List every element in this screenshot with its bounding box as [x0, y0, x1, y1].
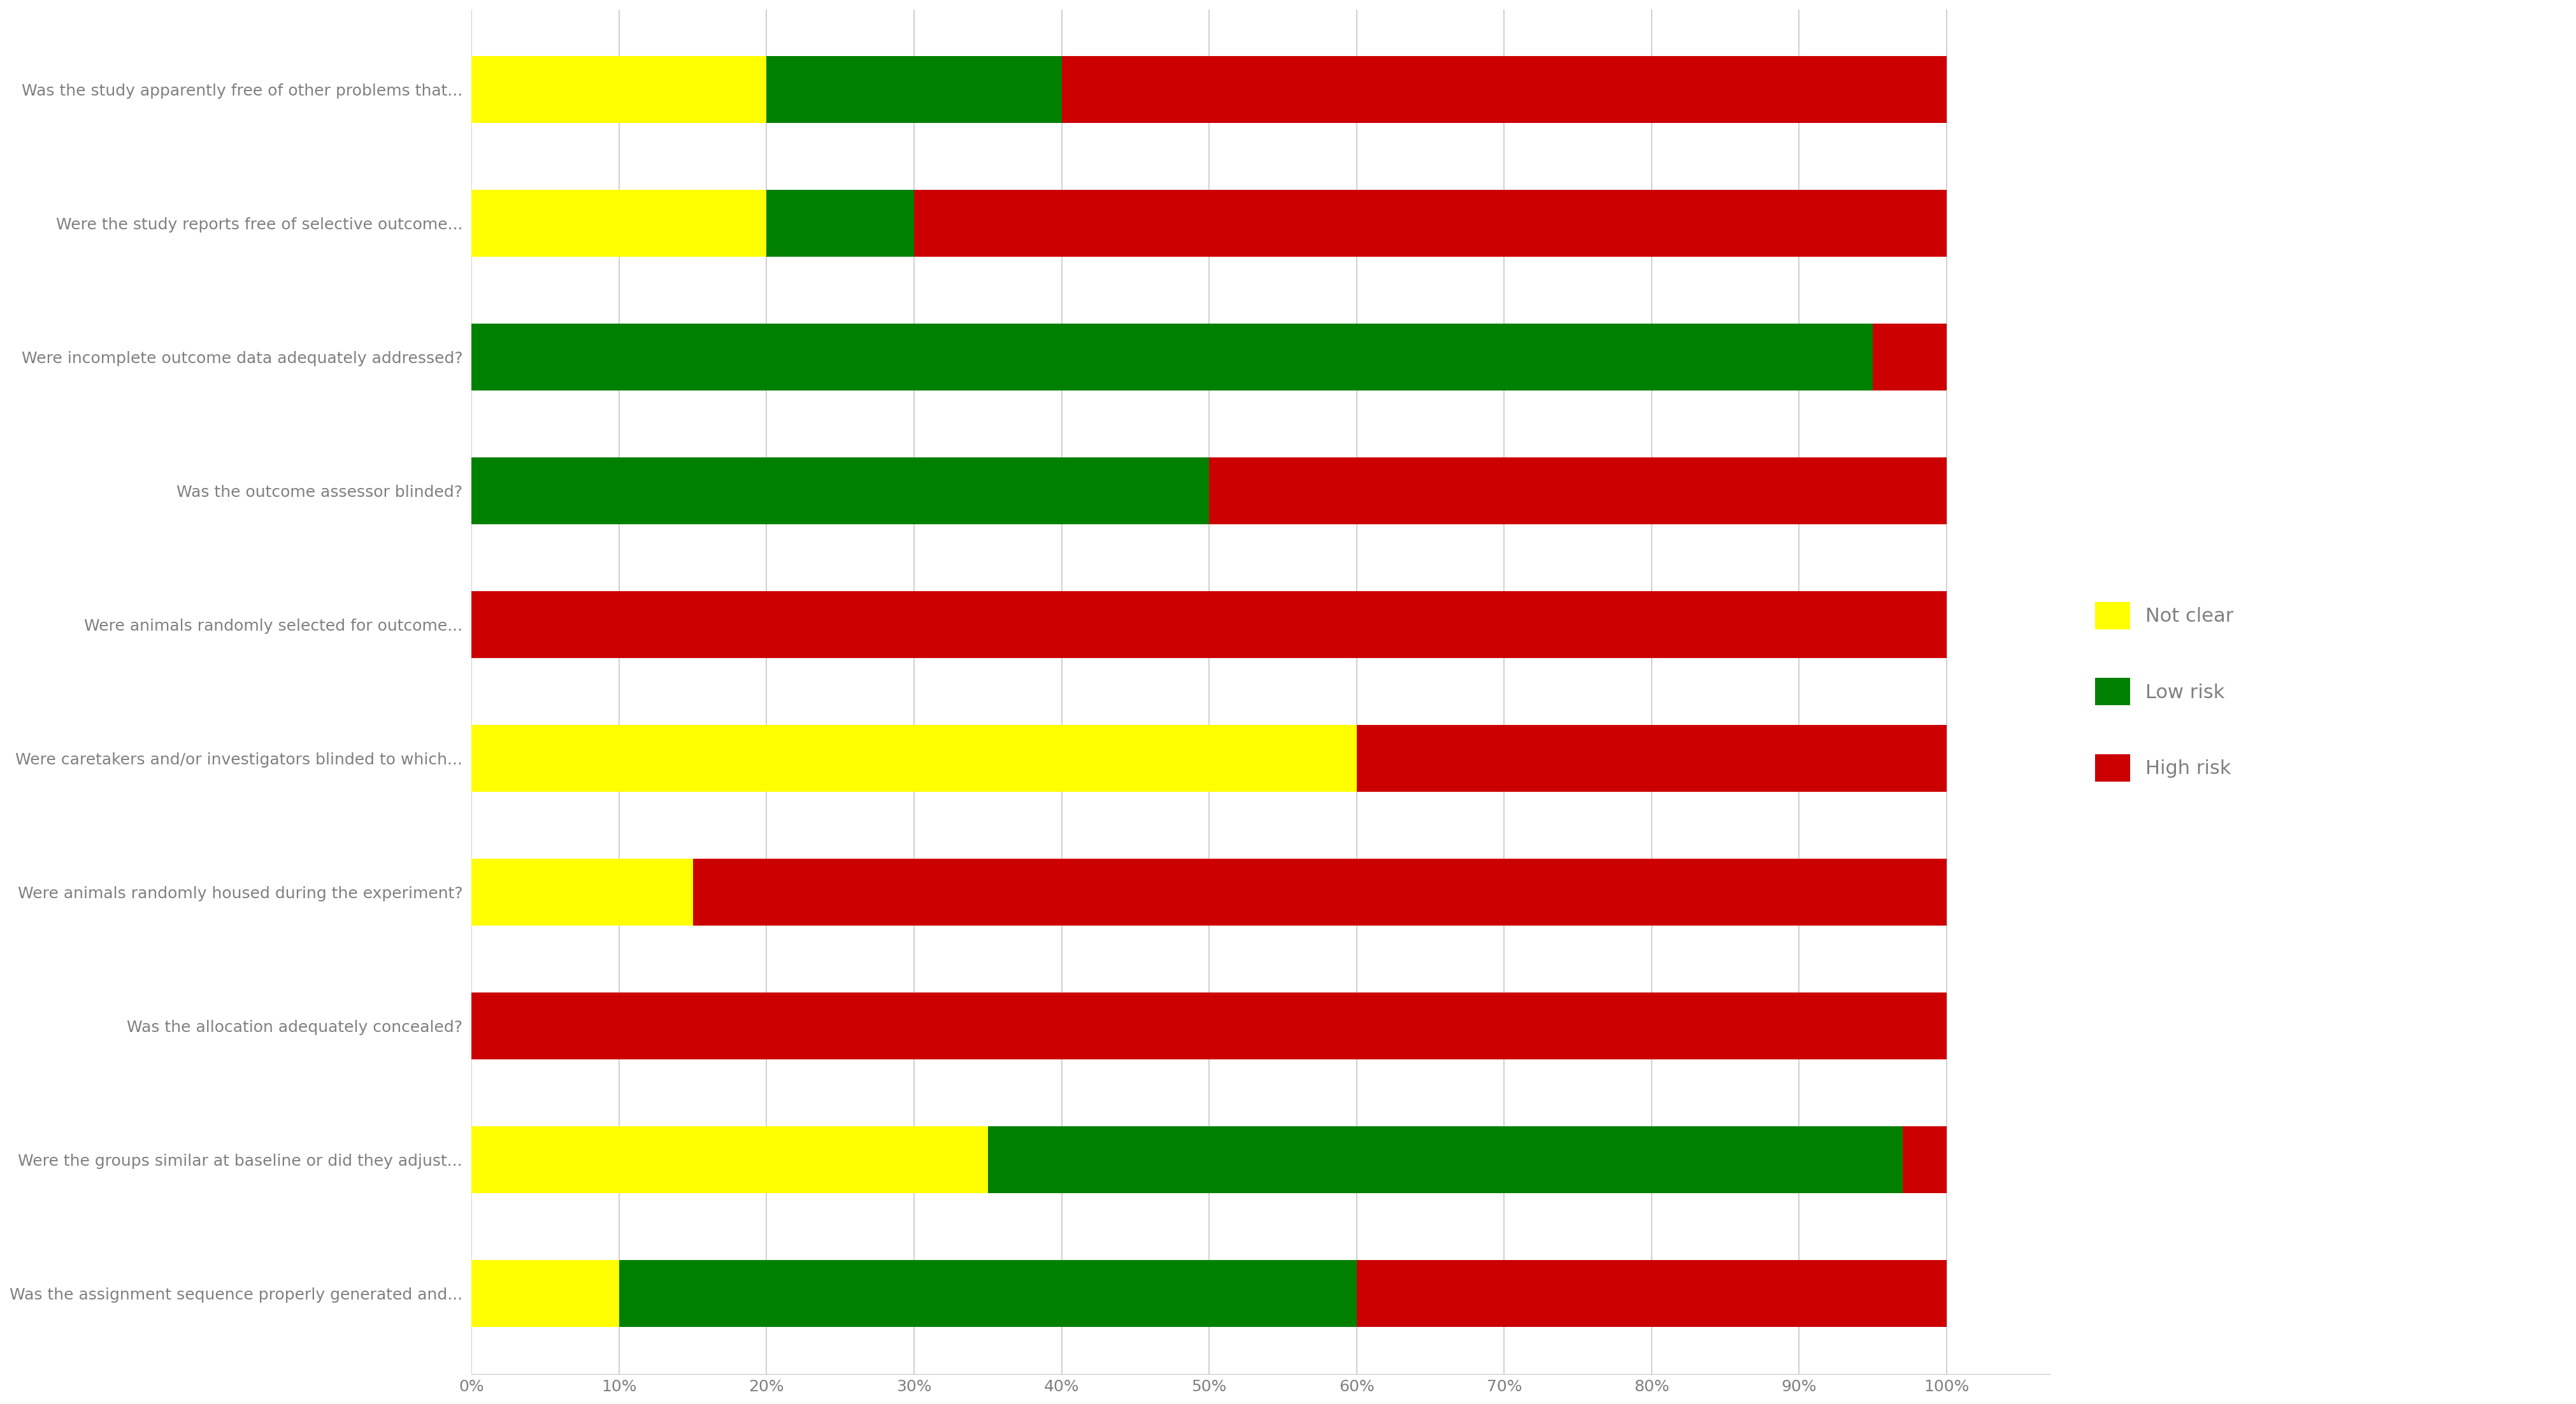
Legend: Not clear, Low risk, High risk: Not clear, Low risk, High risk	[2076, 583, 2254, 802]
Bar	[471, 56, 768, 124]
Bar	[471, 859, 693, 925]
Bar	[1873, 324, 1947, 390]
Bar	[914, 190, 1947, 257]
Bar	[1358, 724, 1947, 792]
Bar	[693, 859, 1947, 925]
Bar	[471, 993, 1947, 1060]
Bar	[987, 1126, 1904, 1193]
Bar	[471, 1126, 987, 1193]
Bar	[471, 458, 1208, 525]
Bar	[471, 324, 1873, 390]
Bar	[618, 1261, 1358, 1327]
Bar	[471, 724, 1358, 792]
Bar	[1208, 458, 1947, 525]
Bar	[471, 591, 1947, 658]
Bar	[768, 190, 914, 257]
Bar	[1904, 1126, 1947, 1193]
Bar	[1358, 1261, 1947, 1327]
Bar	[471, 1261, 618, 1327]
Bar	[471, 190, 768, 257]
Bar	[768, 56, 1061, 124]
Bar	[1061, 56, 1947, 124]
